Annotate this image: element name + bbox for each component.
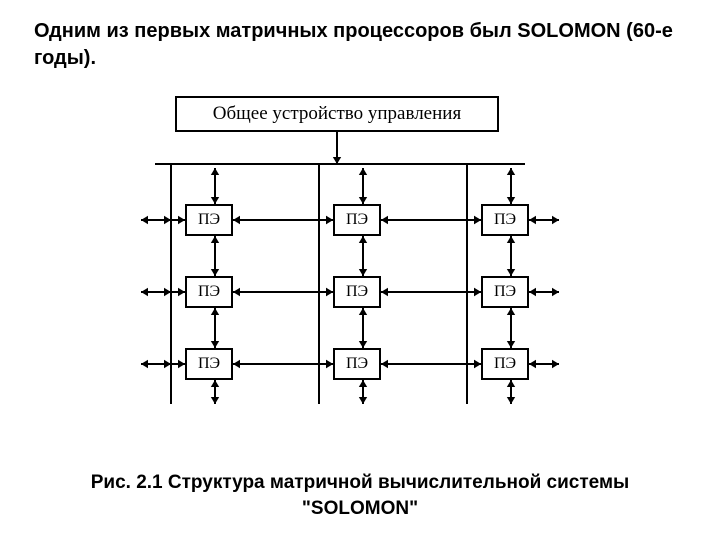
- pe-box-r0-c2: ПЭ: [481, 204, 529, 236]
- pe-label: ПЭ: [198, 355, 220, 373]
- pe-label: ПЭ: [198, 211, 220, 229]
- pe-label: ПЭ: [346, 355, 368, 373]
- pe-label: ПЭ: [494, 355, 516, 373]
- pe-label: ПЭ: [198, 283, 220, 301]
- pe-box-r1-c1: ПЭ: [333, 276, 381, 308]
- pe-label: ПЭ: [346, 283, 368, 301]
- page-heading: Одним из первых матричных процессоров бы…: [34, 18, 674, 72]
- solomon-diagram: Общее устройство управления ПЭПЭПЭПЭПЭПЭ…: [125, 96, 595, 426]
- pe-label: ПЭ: [346, 211, 368, 229]
- pe-label: ПЭ: [494, 283, 516, 301]
- pe-box-r0-c1: ПЭ: [333, 204, 381, 236]
- figure-caption: Рис. 2.1 Структура матричной вычислитель…: [60, 470, 660, 521]
- pe-box-r0-c0: ПЭ: [185, 204, 233, 236]
- pe-box-r2-c0: ПЭ: [185, 348, 233, 380]
- pe-box-r1-c0: ПЭ: [185, 276, 233, 308]
- pe-box-r2-c1: ПЭ: [333, 348, 381, 380]
- pe-label: ПЭ: [494, 211, 516, 229]
- pe-box-r1-c2: ПЭ: [481, 276, 529, 308]
- pe-box-r2-c2: ПЭ: [481, 348, 529, 380]
